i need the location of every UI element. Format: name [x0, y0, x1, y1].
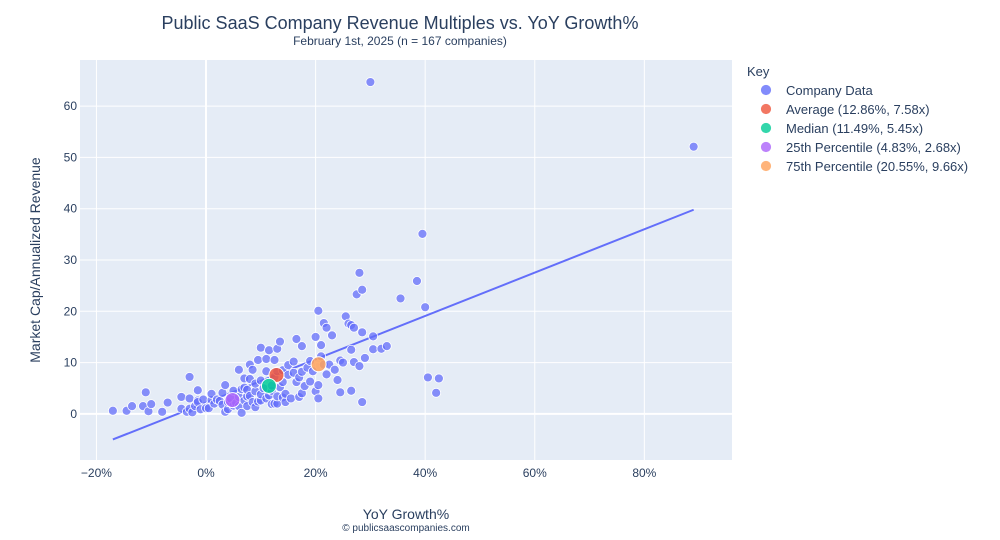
company-point [296, 341, 307, 352]
company-point [321, 322, 332, 333]
company-point [688, 141, 699, 152]
y-axis-title: Market Cap/Annualized Revenue [27, 157, 43, 363]
company-point [433, 373, 444, 384]
company-point [338, 357, 348, 368]
company-point [288, 356, 299, 367]
company-point [184, 372, 195, 382]
company-point [412, 276, 422, 286]
company-point [349, 322, 359, 333]
x-tick-label: 20% [304, 466, 328, 480]
company-point [313, 305, 324, 316]
legend-median-swatch [760, 122, 772, 134]
company-point [417, 228, 428, 239]
company-point [365, 77, 376, 87]
company-point [346, 344, 357, 355]
legend-p75-swatch [760, 160, 772, 172]
company-point [146, 399, 157, 410]
legend-average-label: Average (12.86%, 7.58x) [786, 102, 930, 117]
company-point [395, 293, 406, 304]
company-point [423, 372, 433, 383]
company-point [107, 405, 118, 416]
company-point [269, 355, 280, 365]
company-point [381, 341, 392, 352]
credit-text: © publicsaascompanies.com [342, 523, 469, 534]
legend: Key Company Data Average (12.86%, 7.58x) M… [747, 64, 968, 174]
company-point [220, 380, 231, 391]
stat-markers [224, 356, 327, 409]
company-point [255, 342, 266, 353]
legend-p25-label: 25th Percentile (4.83%, 2.68x) [786, 140, 961, 155]
x-tick-label: −20% [81, 466, 112, 480]
company-point [291, 334, 302, 344]
company-point [192, 385, 203, 396]
y-tick-label: 30 [64, 253, 78, 267]
company-point [357, 284, 368, 295]
company-point [321, 369, 332, 380]
legend-title: Key [747, 64, 770, 79]
company-point [198, 394, 209, 405]
legend-median-label: Median (11.49%, 5.45x) [786, 121, 923, 136]
p25-marker [224, 392, 241, 409]
company-point [368, 344, 379, 355]
company-point [275, 336, 285, 347]
company-point [357, 327, 368, 338]
company-point [346, 385, 357, 396]
y-tick-label: 20 [64, 304, 78, 318]
company-point [357, 397, 368, 407]
chart-title: Public SaaS Company Revenue Multiples vs… [162, 13, 639, 33]
y-tick-label: 10 [64, 356, 78, 370]
company-point [329, 364, 340, 375]
company-point [236, 407, 247, 418]
legend-p25-swatch [760, 141, 772, 153]
x-tick-label: 80% [632, 466, 656, 480]
p75-marker [310, 356, 327, 373]
company-point [140, 387, 151, 398]
company-point [431, 387, 442, 398]
y-tick-label: 40 [64, 202, 78, 216]
company-point [360, 353, 370, 363]
company-point [368, 331, 379, 342]
company-point [264, 345, 274, 356]
company-point [335, 387, 346, 398]
company-point [157, 406, 168, 417]
company-point [310, 332, 321, 342]
company-point [184, 393, 195, 404]
legend-company-data-swatch [760, 84, 772, 96]
company-point [420, 302, 431, 313]
average-marker [268, 366, 285, 383]
x-tick-label: 40% [413, 466, 437, 480]
company-point [313, 380, 324, 391]
company-point [354, 361, 365, 372]
y-tick-label: 0 [70, 407, 77, 421]
company-point [247, 364, 258, 375]
company-point [176, 392, 187, 402]
company-point [233, 364, 244, 375]
company-point [316, 340, 326, 351]
axis-ticks: −20% 0% 20% 40% 60% 80% 0 10 20 30 40 50 60 [64, 99, 657, 480]
median-marker [260, 377, 277, 394]
company-point [332, 375, 343, 385]
company-point [253, 355, 263, 365]
chart-subtitle: February 1st, 2025 (n = 167 companies) [293, 34, 507, 48]
company-point [127, 401, 137, 412]
x-axis-title: YoY Growth% [363, 506, 449, 522]
x-tick-label: 60% [523, 466, 547, 480]
y-tick-label: 60 [64, 99, 78, 113]
legend-company-data-label: Company Data [786, 83, 873, 98]
y-tick-label: 50 [64, 150, 78, 164]
company-point [162, 397, 173, 408]
company-point [313, 393, 324, 404]
x-tick-label: 0% [197, 466, 215, 480]
company-point [261, 354, 272, 364]
company-point [354, 267, 365, 278]
gridlines [80, 60, 732, 460]
company-point [327, 330, 337, 341]
legend-average-swatch [760, 103, 772, 115]
company-point [305, 376, 316, 387]
legend-p75-label: 75th Percentile (20.55%, 9.66x) [786, 159, 968, 174]
company-point [286, 393, 296, 404]
